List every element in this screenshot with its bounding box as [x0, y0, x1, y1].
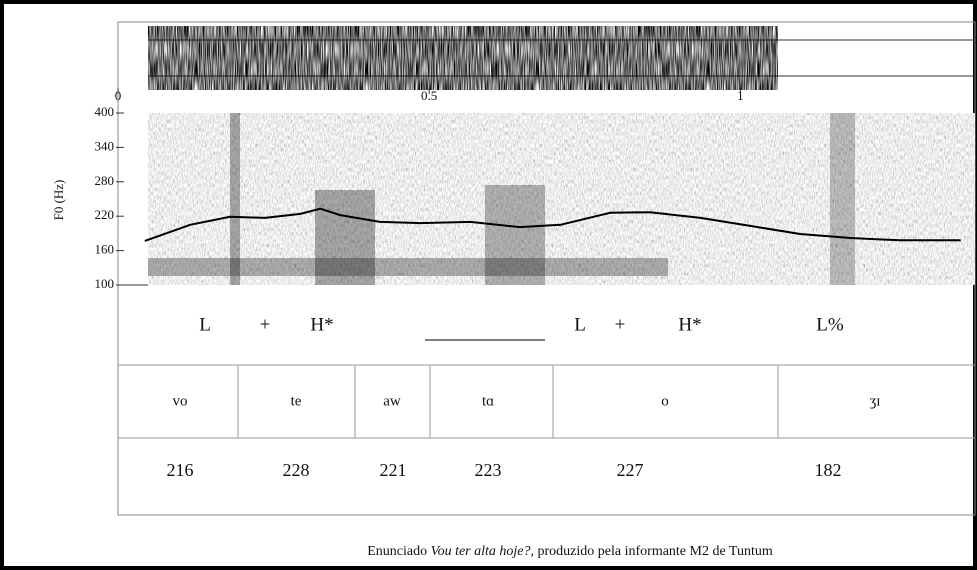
- tone-label: L: [199, 314, 211, 335]
- tone-label: +: [260, 314, 271, 335]
- tone-label: L: [574, 314, 586, 335]
- tone-label: H*: [678, 314, 701, 335]
- f0-label: 216: [167, 460, 194, 480]
- f0-label: 227: [617, 460, 644, 480]
- y-tick-label: 100: [95, 276, 115, 291]
- caption: Enunciado Vou ter alta hoje?, produzido …: [367, 544, 773, 559]
- y-tick-label: 160: [95, 242, 115, 257]
- syllable-label: ʒɪ: [870, 393, 881, 409]
- syllable-label: tɑ: [482, 393, 494, 409]
- y-tick-label: 280: [95, 173, 115, 188]
- y-axis-label: F0 (Hz): [51, 180, 66, 221]
- spectrogram: [148, 113, 975, 285]
- figure: F0 (Hz) Enunciado Vou ter alta hoje?, pr…: [0, 0, 977, 570]
- tone-label: +: [615, 314, 626, 335]
- syllable-label: o: [661, 393, 669, 409]
- tone-label: L%: [816, 314, 844, 335]
- caption-text: , produzido pela informante M2 de Tuntum: [531, 544, 773, 559]
- y-tick-label: 220: [95, 207, 115, 222]
- f0-label: 223: [475, 460, 502, 480]
- f0-label: 221: [380, 460, 407, 480]
- y-tick-label: 340: [95, 138, 115, 153]
- syllable-label: vo: [173, 393, 188, 409]
- syllable-label: aw: [383, 393, 401, 409]
- tone-label: H*: [310, 314, 333, 335]
- f0-label: 228: [283, 460, 310, 480]
- syllable-label: te: [291, 393, 302, 409]
- f0-label: 182: [815, 460, 842, 480]
- caption-text: Vou ter alta hoje?: [431, 544, 531, 559]
- caption-text: Enunciado: [367, 544, 430, 559]
- y-tick-label: 400: [95, 104, 115, 119]
